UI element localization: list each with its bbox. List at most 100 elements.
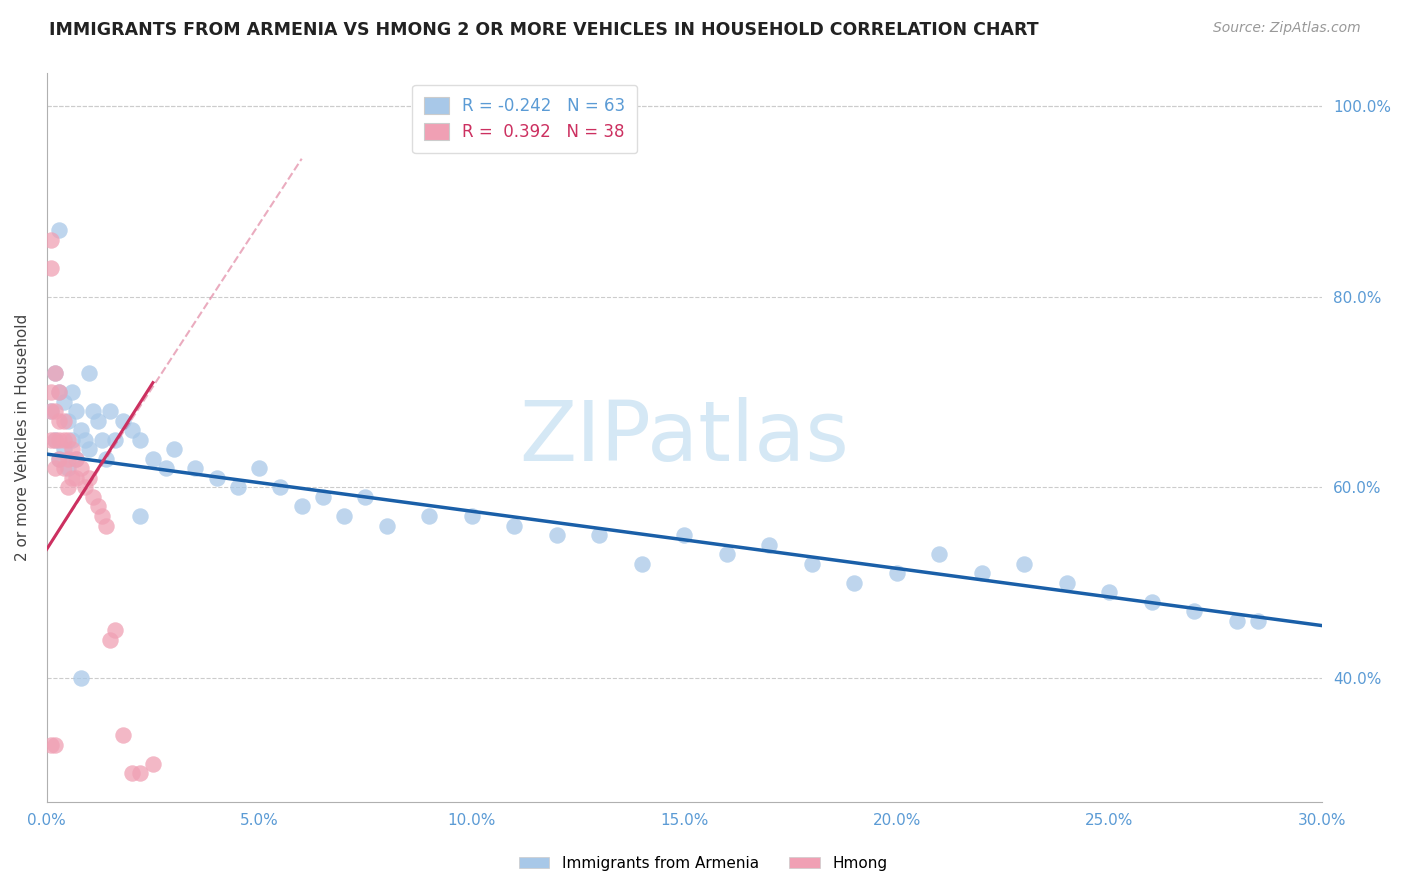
Legend: R = -0.242   N = 63, R =  0.392   N = 38: R = -0.242 N = 63, R = 0.392 N = 38 (412, 85, 637, 153)
Point (82, 490, 104, 504)
Point (1098, 585, 1121, 599)
Point (39, 404, 62, 418)
Point (1247, 614, 1270, 628)
Point (375, 518, 398, 533)
Point (673, 528, 696, 542)
Point (77, 442, 100, 457)
Point (44, 404, 66, 418)
Point (205, 471, 228, 485)
Point (291, 500, 314, 514)
Point (844, 575, 866, 590)
Point (970, 566, 993, 581)
Point (716, 547, 738, 561)
Point (90, 433, 112, 447)
Point (44, 461, 66, 475)
Point (39, 233, 62, 247)
Point (52, 394, 75, 409)
Point (77, 366, 100, 380)
Point (60, 385, 83, 400)
Point (48, 451, 70, 466)
Point (39, 261, 62, 276)
Point (77, 471, 100, 485)
Point (1014, 557, 1036, 571)
Point (56, 433, 79, 447)
Point (73, 480, 96, 494)
Point (48, 433, 70, 447)
Legend: Immigrants from Armenia, Hmong: Immigrants from Armenia, Hmong (513, 850, 893, 877)
Point (269, 480, 291, 494)
Point (312, 490, 335, 504)
Text: ZIPatlas: ZIPatlas (519, 397, 849, 478)
Point (546, 528, 568, 542)
Point (142, 756, 165, 771)
Point (129, 433, 152, 447)
Point (39, 433, 62, 447)
Point (758, 538, 780, 552)
Point (155, 461, 177, 475)
Point (65, 471, 87, 485)
Text: IMMIGRANTS FROM ARMENIA VS HMONG 2 OR MORE VEHICLES IN HOUSEHOLD CORRELATION CHA: IMMIGRANTS FROM ARMENIA VS HMONG 2 OR MO… (49, 21, 1039, 39)
Point (129, 766, 152, 780)
Point (44, 366, 66, 380)
Point (100, 404, 122, 418)
Point (48, 451, 70, 466)
Point (104, 624, 127, 638)
Point (73, 433, 96, 447)
Point (333, 508, 356, 523)
Point (800, 557, 823, 571)
Point (184, 461, 207, 475)
Point (60, 442, 83, 457)
Point (503, 518, 526, 533)
Point (928, 547, 950, 561)
Point (60, 471, 83, 485)
Point (48, 414, 70, 428)
Point (44, 433, 66, 447)
Point (142, 451, 165, 466)
Point (65, 451, 87, 466)
Point (44, 738, 66, 752)
Point (56, 461, 79, 475)
Point (39, 738, 62, 752)
Point (1226, 614, 1249, 628)
Point (1056, 575, 1078, 590)
Point (69, 671, 91, 685)
Point (44, 366, 66, 380)
Point (886, 566, 908, 581)
Point (69, 461, 91, 475)
Point (121, 766, 143, 780)
Point (96, 518, 118, 533)
Text: Source: ZipAtlas.com: Source: ZipAtlas.com (1213, 21, 1361, 36)
Point (100, 632, 122, 647)
Y-axis label: 2 or more Vehicles in Household: 2 or more Vehicles in Household (15, 314, 30, 561)
Point (90, 508, 112, 523)
Point (588, 528, 610, 542)
Point (56, 480, 79, 494)
Point (52, 442, 75, 457)
Point (112, 414, 135, 428)
Point (630, 557, 652, 571)
Point (112, 728, 135, 742)
Point (1182, 604, 1205, 618)
Point (163, 442, 186, 457)
Point (69, 423, 91, 437)
Point (247, 461, 270, 475)
Point (56, 414, 79, 428)
Point (48, 223, 70, 237)
Point (52, 461, 75, 475)
Point (39, 404, 62, 418)
Point (82, 404, 104, 418)
Point (65, 404, 87, 418)
Point (48, 385, 70, 400)
Point (86, 414, 108, 428)
Point (39, 385, 62, 400)
Point (56, 451, 79, 466)
Point (461, 508, 484, 523)
Point (52, 414, 75, 428)
Point (104, 433, 127, 447)
Point (48, 385, 70, 400)
Point (96, 451, 118, 466)
Point (44, 433, 66, 447)
Point (418, 508, 440, 523)
Point (1140, 595, 1163, 609)
Point (226, 480, 249, 494)
